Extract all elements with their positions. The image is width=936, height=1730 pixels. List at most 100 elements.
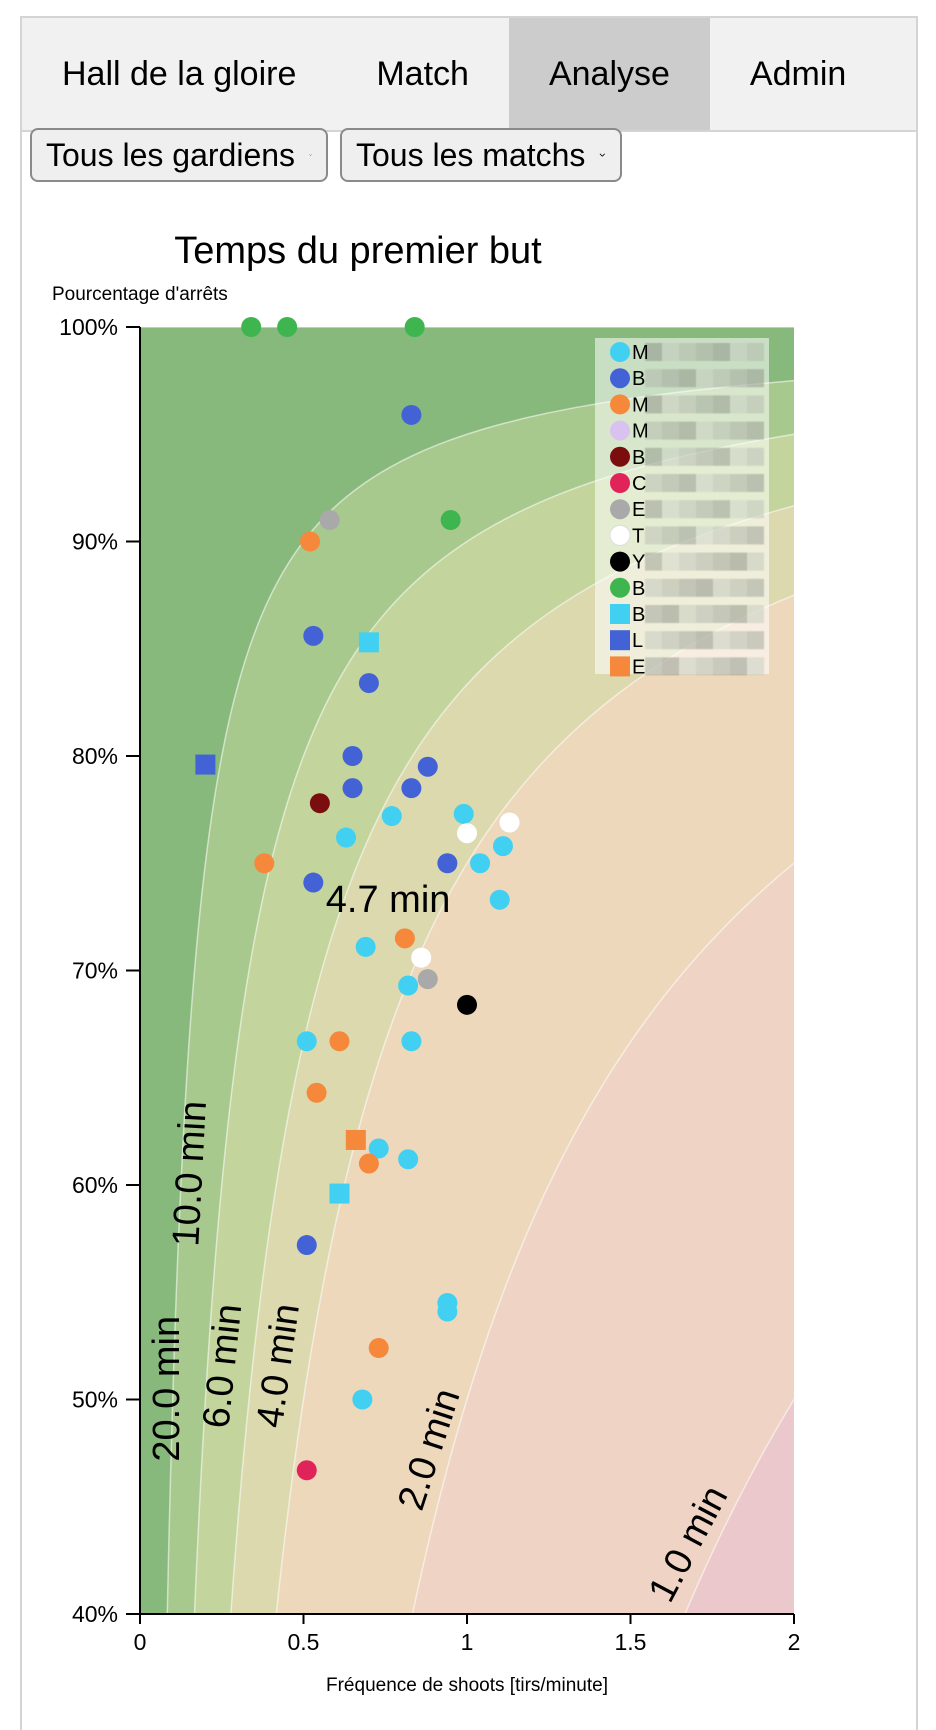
match-select-value: Tous les matchs [356, 136, 586, 173]
legend-marker [610, 394, 630, 415]
tab-analyse[interactable]: Analyse [508, 18, 710, 130]
legend-entry-label: B [632, 368, 645, 390]
data-point [300, 531, 321, 552]
legend-redaction-cell [713, 657, 730, 676]
legend-redaction-cell [730, 578, 747, 597]
data-point [309, 793, 330, 814]
legend-redaction-cell [679, 395, 696, 414]
legend-redaction-cell [713, 395, 730, 414]
tab-match[interactable]: Match [376, 55, 469, 93]
legend-redaction-cell [679, 631, 696, 650]
legend-redaction-cell [679, 500, 696, 519]
legend-redaction-cell [662, 657, 679, 676]
legend-redaction-cell [730, 395, 747, 414]
legend-entry-label: T [632, 525, 644, 547]
legend-redaction-cell [645, 369, 662, 388]
legend-marker [610, 577, 630, 598]
data-point [457, 994, 477, 1015]
legend-marker [610, 656, 630, 677]
legend-entry-label: M [632, 394, 649, 416]
legend-redaction-cell [679, 552, 696, 571]
legend-redaction-cell [662, 500, 679, 519]
data-point [352, 1389, 373, 1410]
legend-redaction-cell [662, 343, 679, 361]
legend-entry-label: B [632, 447, 645, 469]
legend-redaction-cell [696, 657, 713, 676]
x-tick-label: 0 [134, 1629, 147, 1655]
legend-redaction-cell [730, 526, 747, 545]
legend-redaction-cell [747, 578, 764, 597]
data-point-square [329, 1183, 350, 1204]
data-point [296, 1235, 317, 1256]
legend-redaction-cell [645, 500, 662, 519]
legend-marker [610, 630, 630, 651]
legend-redaction-cell [679, 369, 696, 388]
data-point [306, 1082, 327, 1103]
legend-redaction-cell [645, 343, 662, 361]
legend-redaction-cell [645, 657, 662, 676]
data-point [398, 1149, 419, 1170]
data-point [303, 625, 324, 646]
contour-label: 10.0 min [165, 1100, 215, 1248]
data-point [398, 975, 419, 996]
data-point [368, 1338, 389, 1359]
data-point [394, 928, 415, 949]
match-select[interactable]: Tous les matchs [340, 128, 622, 182]
legend-redaction-cell [747, 447, 764, 466]
data-point [401, 778, 422, 799]
tab-admin[interactable]: Admin [749, 55, 847, 93]
legend-redacted-names [645, 343, 764, 676]
tab-hall-of-fame[interactable]: Hall de la gloire [62, 55, 297, 93]
legend-redaction-cell [713, 631, 730, 650]
legend-redaction-cell [696, 500, 713, 519]
legend-redaction-cell [747, 369, 764, 388]
data-point [342, 778, 363, 799]
legend-redaction-cell [696, 552, 713, 571]
data-point-square [358, 632, 379, 653]
data-points [195, 317, 520, 1481]
y-tick-label: 50% [72, 1387, 118, 1413]
legend-redaction-cell [679, 657, 696, 676]
data-point [489, 889, 510, 910]
legend-redaction-cell [747, 605, 764, 623]
data-point-square [345, 1129, 366, 1150]
legend-marker [610, 551, 630, 572]
chart-title: Temps du premier but [174, 230, 542, 272]
legend-redaction-cell [679, 343, 696, 361]
legend-redaction-cell [713, 552, 730, 571]
legend-redaction-cell [730, 657, 747, 676]
chevron-down-icon [309, 154, 312, 156]
legend-redaction-cell [662, 369, 679, 388]
legend-redaction-cell [679, 421, 696, 440]
legend-redaction-cell [679, 474, 696, 492]
legend-redaction-cell [696, 474, 713, 492]
data-point [437, 853, 458, 874]
legend-redaction-cell [662, 631, 679, 650]
legend-redaction-cell [696, 526, 713, 545]
contour-label: 20.0 min [146, 1316, 188, 1462]
goalie-select-value: Tous les gardiens [46, 136, 296, 173]
data-point [303, 872, 324, 893]
legend-marker [610, 499, 630, 520]
goalie-select[interactable]: Tous les gardiens [30, 128, 328, 182]
data-point [241, 317, 262, 337]
legend-redaction-cell [713, 343, 730, 361]
legend-redaction-cell [730, 447, 747, 466]
legend-marker [610, 446, 630, 467]
legend-marker [610, 604, 630, 624]
annotation: 4.7 min [326, 879, 451, 921]
data-point [437, 1301, 458, 1322]
tab-bar: Hall de la gloire Match Analyse Admin [22, 18, 916, 132]
data-point [358, 1153, 379, 1174]
data-point [319, 510, 340, 531]
data-point [453, 803, 474, 824]
legend-redaction-cell [696, 421, 713, 440]
legend-redaction-cell [730, 343, 747, 361]
legend-redaction-cell [747, 526, 764, 545]
legend-redaction-cell [662, 395, 679, 414]
legend-redaction-cell [747, 395, 764, 414]
legend-entry-label: E [632, 656, 645, 678]
legend-redaction-cell [696, 578, 713, 597]
legend-redaction-cell [662, 552, 679, 571]
